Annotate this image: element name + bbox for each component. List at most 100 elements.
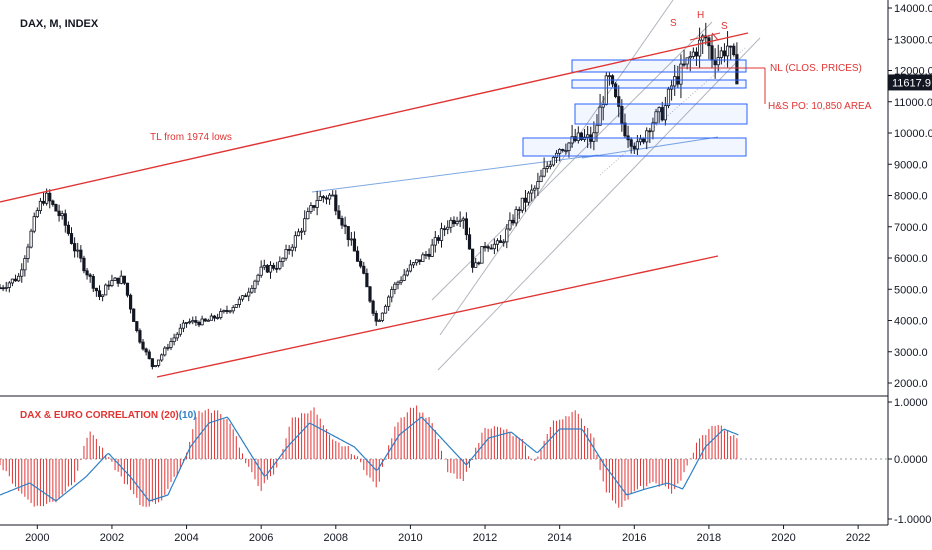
candle-body[interactable] (564, 150, 568, 152)
candle-body[interactable] (20, 269, 24, 277)
candle-body[interactable] (405, 270, 409, 276)
candle-body[interactable] (138, 330, 142, 343)
candle-body[interactable] (128, 294, 133, 310)
candle-body[interactable] (371, 300, 375, 314)
candle-body[interactable] (268, 264, 273, 273)
candle-body[interactable] (104, 284, 108, 296)
candle-body[interactable] (13, 278, 18, 282)
candle-body[interactable] (542, 168, 546, 177)
candle-body[interactable] (222, 310, 226, 312)
candle-body[interactable] (629, 139, 633, 147)
candle-body[interactable] (679, 63, 683, 85)
candle-body[interactable] (729, 45, 733, 48)
candle-body[interactable] (225, 310, 229, 312)
candle-body[interactable] (153, 365, 158, 368)
candle-body[interactable] (666, 88, 671, 107)
candle-body[interactable] (337, 210, 341, 219)
lower-trendline[interactable] (156, 255, 719, 378)
candle-body[interactable] (561, 149, 565, 152)
candle-body[interactable] (247, 291, 251, 297)
candle-body[interactable] (458, 219, 462, 222)
candle-body[interactable] (399, 279, 403, 283)
candle-body[interactable] (290, 246, 294, 251)
candle-body[interactable] (498, 240, 503, 243)
candle-body[interactable] (716, 57, 720, 66)
candle-body[interactable] (135, 321, 139, 331)
candle-body[interactable] (54, 204, 58, 212)
price-axis[interactable]: 14000.013000.012000.011000.010000.09000.… (888, 3, 932, 390)
candle-body[interactable] (526, 192, 531, 203)
candle-body[interactable] (216, 317, 220, 319)
candle-body[interactable] (452, 219, 456, 225)
candle-body[interactable] (1, 287, 5, 290)
candle-body[interactable] (402, 274, 406, 281)
candle-body[interactable] (651, 122, 655, 132)
candle-body[interactable] (576, 132, 580, 141)
candle-body[interactable] (607, 75, 612, 78)
candle-body[interactable] (362, 265, 366, 274)
candle-body[interactable] (604, 75, 608, 106)
candle-body[interactable] (35, 210, 39, 218)
candle-body[interactable] (116, 277, 120, 284)
candle-body[interactable] (212, 315, 217, 319)
candle-body[interactable] (489, 247, 493, 250)
candle-body[interactable] (244, 295, 248, 298)
candle-body[interactable] (69, 233, 74, 244)
candle-body[interactable] (393, 283, 397, 290)
candle-body[interactable] (231, 306, 235, 312)
candle-body[interactable] (172, 337, 176, 342)
candle-body[interactable] (101, 294, 105, 297)
candle-body[interactable] (188, 321, 192, 324)
candle-body[interactable] (719, 50, 723, 58)
candle-body[interactable] (387, 296, 391, 307)
candle-body[interactable] (554, 152, 559, 158)
candle-body[interactable] (88, 274, 92, 277)
candle-body[interactable] (642, 138, 646, 143)
candle-body[interactable] (617, 96, 621, 107)
candle-body[interactable] (26, 246, 30, 259)
candle-body[interactable] (424, 253, 428, 256)
candle-body[interactable] (184, 322, 189, 324)
candle-body[interactable] (160, 354, 164, 361)
candle-body[interactable] (523, 197, 528, 203)
candle-body[interactable] (309, 205, 313, 213)
candle-body[interactable] (545, 166, 549, 169)
candle-body[interactable] (197, 322, 201, 326)
candle-body[interactable] (181, 322, 186, 329)
candle-body[interactable] (175, 333, 179, 339)
channel-line-median[interactable] (599, 47, 746, 176)
candle-body[interactable] (439, 228, 444, 241)
candle-body[interactable] (418, 259, 422, 262)
candle-body[interactable] (530, 189, 534, 194)
candle-body[interactable] (10, 278, 15, 284)
candle-body[interactable] (477, 262, 481, 265)
candle-body[interactable] (200, 318, 204, 326)
candle-body[interactable] (166, 346, 170, 349)
candle-body[interactable] (51, 200, 55, 205)
candle-body[interactable] (657, 107, 661, 113)
candle-body[interactable] (495, 240, 500, 245)
candle-body[interactable] (551, 156, 556, 166)
candle-body[interactable] (352, 238, 357, 252)
candle-body[interactable] (303, 218, 307, 232)
candle-body[interactable] (377, 320, 381, 322)
candle-body[interactable] (240, 295, 245, 300)
time-axis[interactable]: 2000 2002 2004 2006 2008 2010 2012 2014 2016 2018… (25, 525, 870, 544)
zone-box-12000[interactable] (571, 59, 747, 73)
candle-body[interactable] (228, 310, 232, 313)
candle-body[interactable] (732, 45, 736, 56)
candle-body[interactable] (45, 192, 49, 204)
candle-body[interactable] (408, 264, 413, 272)
candle-body[interactable] (287, 249, 291, 251)
candle-body[interactable] (359, 260, 363, 267)
candle-body[interactable] (156, 359, 161, 366)
candle-body[interactable] (262, 265, 266, 268)
candle-body[interactable] (461, 218, 465, 221)
candle-body[interactable] (623, 122, 627, 137)
candle-body[interactable] (275, 267, 279, 270)
candle-body[interactable] (638, 138, 643, 143)
candle-body[interactable] (436, 237, 441, 241)
candle-body[interactable] (480, 246, 484, 264)
candle-body[interactable] (697, 39, 702, 57)
candle-body[interactable] (144, 348, 148, 353)
